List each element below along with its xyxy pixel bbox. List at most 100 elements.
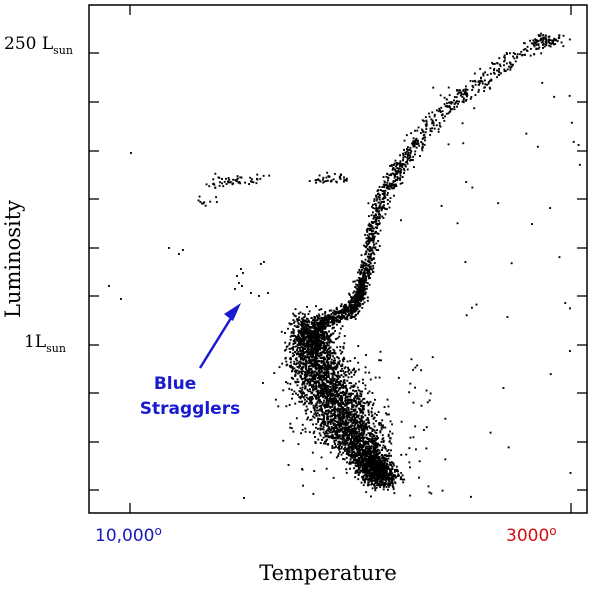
- star-point: [305, 393, 308, 396]
- star-point: [359, 424, 362, 427]
- star-point: [327, 368, 329, 370]
- star-point: [366, 478, 369, 481]
- star-point: [318, 369, 320, 372]
- star-point: [314, 331, 317, 333]
- star-point: [460, 93, 463, 96]
- star-point: [342, 311, 345, 314]
- star-point: [363, 408, 365, 411]
- star-point: [370, 411, 373, 414]
- star-point: [355, 436, 357, 439]
- star-point: [353, 410, 355, 413]
- star-point: [367, 481, 370, 484]
- star-point: [302, 359, 305, 362]
- star-point: [325, 403, 328, 406]
- star-point: [323, 394, 326, 397]
- star-point: [322, 428, 325, 431]
- star-point: [322, 436, 325, 439]
- star-point: [345, 399, 348, 401]
- star-point: [298, 396, 301, 398]
- star-point: [306, 327, 309, 330]
- star-point: [326, 376, 329, 379]
- star-point: [350, 413, 353, 416]
- star-point: [330, 309, 333, 312]
- star-point: [327, 411, 330, 413]
- star-point: [315, 367, 317, 370]
- star-point: [338, 404, 341, 407]
- star-point: [368, 222, 371, 225]
- star-point: [293, 360, 296, 363]
- star-point: [342, 403, 345, 405]
- star-point: [421, 129, 424, 132]
- star-point: [312, 350, 315, 353]
- star-point: [305, 335, 308, 338]
- star-point: [325, 316, 328, 319]
- star-point: [371, 407, 373, 410]
- star-point: [394, 173, 397, 175]
- star-point: [293, 314, 296, 317]
- star-point: [313, 341, 316, 344]
- star-point: [352, 429, 354, 432]
- star-point: [357, 449, 360, 452]
- star-point: [463, 97, 465, 100]
- star-point: [329, 451, 332, 454]
- star-point: [301, 312, 304, 315]
- star-point: [301, 317, 303, 320]
- star-point: [356, 469, 359, 472]
- star-point: [406, 160, 408, 163]
- star-point: [432, 124, 435, 127]
- star-point: [372, 418, 375, 420]
- star-point: [310, 338, 312, 341]
- star-point: [328, 390, 331, 392]
- star-point: [347, 415, 349, 418]
- star-point: [395, 475, 398, 478]
- star-point: [334, 359, 336, 362]
- star-point: [387, 479, 390, 482]
- star-point: [404, 165, 407, 168]
- star-point: [297, 393, 299, 396]
- star-point: [320, 404, 323, 407]
- star-point: [309, 355, 312, 358]
- star-point: [309, 337, 311, 339]
- star-point: [373, 465, 376, 468]
- star-point: [400, 171, 402, 174]
- star-point: [310, 373, 313, 375]
- star-point: [421, 119, 424, 122]
- star-point: [298, 353, 301, 355]
- star-point: [314, 338, 316, 341]
- star-point: [313, 346, 316, 348]
- star-point: [343, 335, 346, 337]
- star-point: [288, 342, 291, 344]
- star-point: [366, 428, 369, 431]
- star-point: [324, 351, 326, 354]
- star-point: [322, 362, 325, 365]
- star-point: [364, 459, 367, 462]
- star-point: [378, 449, 380, 452]
- star-point: [329, 419, 332, 422]
- star-point: [364, 272, 366, 275]
- star-point: [305, 317, 308, 320]
- star-point: [384, 447, 387, 450]
- star-point: [298, 316, 301, 319]
- star-point: [392, 187, 395, 190]
- star-point: [369, 451, 372, 454]
- star-point: [341, 409, 344, 412]
- star-point: [391, 468, 394, 470]
- star-point: [321, 421, 324, 423]
- star-point: [519, 53, 521, 56]
- star-point: [320, 356, 322, 359]
- star-point: [375, 214, 377, 217]
- star-point: [327, 405, 330, 408]
- star-point: [320, 393, 323, 395]
- star-point: [361, 425, 364, 428]
- star-point: [330, 367, 332, 370]
- star-point: [365, 419, 368, 421]
- star-point: [366, 471, 369, 474]
- star-point: [338, 424, 341, 427]
- star-point: [321, 313, 324, 316]
- star-point: [372, 477, 375, 479]
- star-point: [305, 326, 308, 329]
- star-point: [356, 451, 359, 454]
- star-point: [383, 471, 386, 474]
- star-point: [359, 271, 362, 274]
- star-point: [336, 346, 339, 349]
